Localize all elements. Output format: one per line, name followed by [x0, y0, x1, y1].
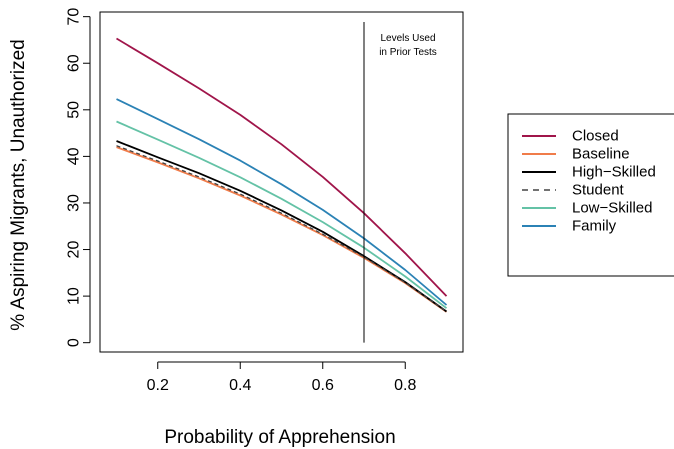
legend-label: Student [572, 182, 625, 199]
legend-box [507, 113, 674, 277]
legend-label: Closed [572, 128, 619, 145]
series-lines [116, 37, 448, 313]
y-tick-label: 50 [66, 101, 83, 119]
y-tick-label: 40 [66, 147, 83, 165]
series-line [116, 140, 448, 313]
axis-titles: Probability of Apprehension % Aspiring M… [8, 39, 396, 448]
legend-label: Low−Skilled [572, 200, 652, 217]
y-tick-label: 10 [66, 287, 83, 305]
x-tick-label: 0.8 [394, 377, 416, 394]
axes: 0 10 20 30 40 50 60 70 0.2 0.4 0.6 0.8 [66, 8, 417, 394]
y-axis-title: % Aspiring Migrants, Unauthorized [8, 39, 29, 330]
series-line [116, 98, 448, 306]
legend: ClosedBaselineHigh−SkilledStudentLow−Ski… [507, 113, 674, 277]
series-line [116, 145, 447, 313]
y-tick-label: 30 [66, 194, 83, 212]
legend-label: High−Skilled [572, 164, 656, 181]
plot-frame [99, 11, 464, 353]
y-tick-label: 0 [66, 338, 83, 347]
legend-label: Family [572, 218, 617, 235]
y-tick-label: 20 [66, 241, 83, 259]
reference-annotation: Levels Used in Prior Tests [363, 22, 437, 343]
y-tick-label: 70 [66, 8, 83, 26]
y-tick-label: 60 [66, 54, 83, 72]
series-line [116, 146, 448, 313]
x-tick-label: 0.2 [147, 377, 169, 394]
series-line [116, 120, 448, 309]
reference-label: Levels Used [380, 33, 435, 44]
x-tick-label: 0.4 [229, 377, 251, 394]
reference-label: in Prior Tests [379, 47, 437, 58]
plot-area [99, 11, 464, 353]
x-axis-title: Probability of Apprehension [164, 427, 395, 448]
series-line [116, 37, 448, 297]
x-tick-label: 0.6 [312, 377, 334, 394]
legend-label: Baseline [572, 146, 630, 163]
